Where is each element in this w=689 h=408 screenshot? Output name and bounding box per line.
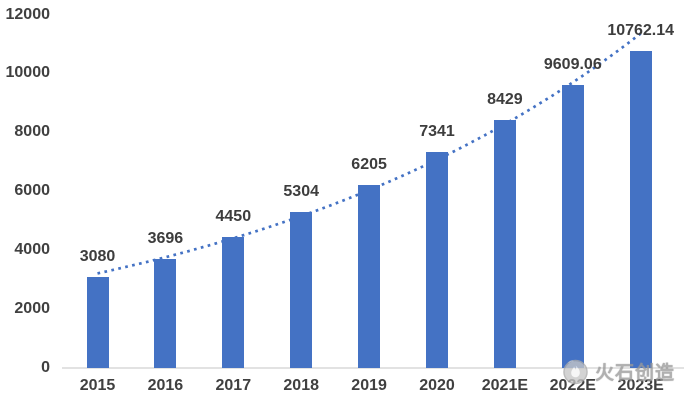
bar-value-label: 8429 [487,90,523,108]
bar [290,211,313,368]
x-axis-tick-label: 2015 [79,377,116,394]
x-axis-tick-label: 2017 [215,377,252,394]
bar [154,259,177,368]
bar [629,50,652,368]
bar-value-label: 6205 [351,156,387,174]
bar [222,236,245,368]
y-axis-tick-label: 4000 [14,241,50,259]
x-axis-tick-label: 2021E [481,377,529,394]
bar [493,119,516,368]
y-axis-tick-label: 0 [41,359,50,376]
bar-value-label: 3696 [147,230,184,248]
y-axis-tick-label: 2000 [14,300,50,318]
y-axis-tick-label: 12000 [5,5,51,23]
x-axis-tick-label: 2019 [351,377,387,394]
bar-value-label: 4450 [215,207,252,225]
bar-value-label: 3080 [79,248,116,266]
bar-value-label: 9609.06 [543,55,602,73]
bar [426,151,448,368]
bar [561,84,584,368]
x-axis-tick-label: 2016 [147,377,184,394]
bar [86,277,109,368]
y-axis-tick-label: 6000 [14,182,50,200]
bar [358,185,381,368]
x-axis-tick-label: 2023E [617,377,664,394]
x-axis-tick-label: 2018 [283,377,319,394]
y-axis-tick-label: 8000 [14,123,50,141]
x-axis-tick-label: 2020 [419,377,455,394]
bar-value-label: 5304 [283,182,319,200]
bar-value-label: 7341 [419,122,455,140]
y-axis-tick-label: 10000 [5,64,51,82]
bar-value-label: 10762.14 [607,21,675,39]
